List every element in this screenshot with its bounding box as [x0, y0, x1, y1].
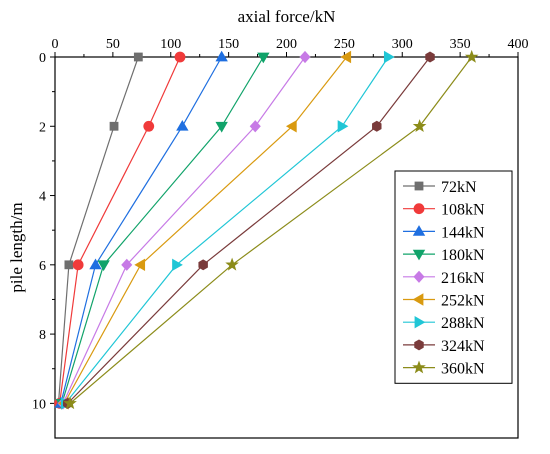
x-axis-title: axial force/kN: [238, 7, 336, 26]
x-tick-label-100: 100: [160, 37, 181, 52]
y-tick-label-0: 0: [39, 51, 46, 66]
x-tick-label-50: 50: [106, 37, 120, 52]
series-line-180kN: [61, 56, 264, 404]
x-tick-label-200: 200: [276, 37, 297, 52]
legend-marker-252kN: [412, 293, 424, 306]
point-360kN-2m: [412, 119, 427, 133]
legend-marker-324kN: [414, 339, 424, 351]
point-324kN-0m: [425, 51, 435, 63]
point-360kN-10m: [63, 396, 77, 410]
point-324kN-2m: [372, 120, 382, 132]
point-144kN-6m: [89, 258, 102, 270]
legend-marker-216kN: [413, 270, 425, 283]
x-tick-label-300: 300: [392, 37, 413, 52]
x-tick-label-400: 400: [508, 37, 529, 52]
legend-label-72kN: 72kN: [441, 179, 477, 196]
legend-label-324kN: 324kN: [441, 338, 485, 355]
legend-marker-360kN: [412, 360, 426, 374]
x-tick-label-250: 250: [334, 37, 355, 52]
legend-marker-144kN: [412, 225, 426, 236]
y-tick-label-6: 6: [39, 259, 46, 274]
y-tick-label-4: 4: [39, 190, 46, 205]
point-288kN-6m: [172, 258, 183, 272]
legend-label-288kN: 288kN: [441, 315, 485, 332]
point-180kN-6m: [97, 260, 110, 272]
legend-label-360kN: 360kN: [441, 361, 485, 378]
x-tick-label-0: 0: [52, 37, 59, 52]
series-markers: [54, 49, 479, 410]
point-108kN-0m: [174, 51, 186, 63]
point-108kN-6m: [72, 259, 84, 271]
point-72kN-2m: [109, 121, 119, 131]
legend-label-252kN: 252kN: [441, 293, 485, 310]
legend-label-108kN: 108kN: [441, 202, 485, 219]
point-360kN-0m: [464, 49, 479, 63]
series-lines: [57, 56, 473, 404]
point-144kN-2m: [176, 119, 189, 131]
point-252kN-2m: [285, 120, 297, 133]
series-line-252kN: [63, 56, 348, 404]
legend-label-144kN: 144kN: [441, 224, 485, 241]
point-252kN-6m: [134, 258, 146, 272]
series-line-360kN: [69, 56, 473, 404]
tick-marks: 0 50 100 150 200 250 300 350 400 0 2 4 6 8 10: [32, 37, 529, 412]
point-252kN-0m: [340, 50, 352, 64]
point-216kN-0m: [299, 50, 311, 64]
point-324kN-6m: [198, 259, 208, 271]
series-line-324kN: [67, 56, 431, 404]
legend: 72kN 108kN 144kN 180kN 216kN 252kN 288kN 324kN 3…: [394, 170, 513, 384]
legend-label-180kN: 180kN: [441, 247, 485, 264]
y-tick-label-8: 8: [39, 328, 46, 343]
point-216kN-6m: [121, 258, 133, 271]
point-288kN-0m: [383, 50, 395, 64]
point-360kN-6m: [225, 257, 239, 271]
legend-marker-180kN: [412, 249, 426, 261]
series-line-216kN: [62, 56, 306, 404]
point-144kN-0m: [215, 50, 228, 62]
point-72kN-0m: [133, 52, 143, 62]
x-tick-label-150: 150: [218, 37, 239, 52]
series-line-288kN: [64, 56, 389, 404]
point-72kN-6m: [64, 260, 74, 270]
point-108kN-2m: [143, 120, 155, 132]
point-216kN-2m: [249, 120, 261, 133]
point-180kN-0m: [257, 52, 270, 64]
x-tick-label-350: 350: [450, 37, 471, 52]
y-tick-label-10: 10: [32, 397, 46, 412]
point-288kN-2m: [337, 120, 349, 133]
legend-marker-72kN: [414, 181, 424, 191]
y-axis-title: pile length/m: [7, 202, 26, 292]
legend-marker-108kN: [413, 203, 425, 215]
series-line-108kN: [59, 56, 181, 404]
series-line-144kN: [60, 56, 223, 404]
series-line-72kN: [57, 56, 139, 404]
legend-marker-288kN: [414, 316, 426, 329]
y-tick-label-2: 2: [39, 120, 46, 135]
point-180kN-2m: [215, 121, 228, 133]
legend-label-216kN: 216kN: [441, 270, 485, 287]
